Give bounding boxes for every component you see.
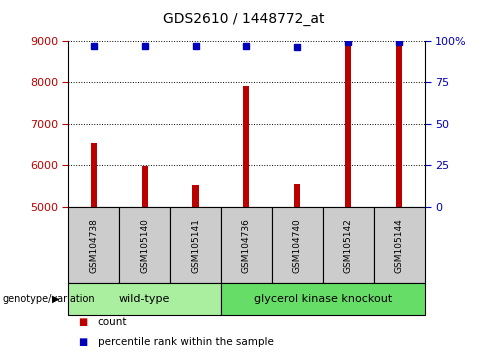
Bar — [396, 45, 402, 207]
Text: glycerol kinase knockout: glycerol kinase knockout — [254, 294, 392, 304]
Text: GSM105140: GSM105140 — [140, 218, 149, 273]
Text: GSM104738: GSM104738 — [89, 218, 98, 273]
Bar — [68, 207, 119, 283]
Bar — [294, 184, 301, 207]
Text: count: count — [98, 317, 127, 327]
Bar — [345, 45, 351, 207]
Text: wild-type: wild-type — [119, 294, 170, 304]
Text: GSM105141: GSM105141 — [191, 218, 200, 273]
Text: GSM104740: GSM104740 — [293, 218, 302, 273]
Bar — [91, 143, 97, 207]
Bar — [192, 185, 199, 207]
Text: GDS2610 / 1448772_at: GDS2610 / 1448772_at — [163, 12, 325, 27]
Bar — [68, 283, 221, 315]
Text: ▶: ▶ — [52, 294, 60, 304]
Bar — [272, 207, 323, 283]
Text: percentile rank within the sample: percentile rank within the sample — [98, 337, 273, 347]
Text: ■: ■ — [78, 337, 87, 347]
Text: genotype/variation: genotype/variation — [2, 294, 95, 304]
Text: GSM105144: GSM105144 — [395, 218, 404, 273]
Bar — [221, 207, 272, 283]
Bar — [374, 207, 425, 283]
Bar — [244, 86, 249, 207]
Bar — [221, 283, 425, 315]
Bar — [323, 207, 374, 283]
Bar — [170, 207, 221, 283]
Bar — [142, 166, 148, 207]
Text: GSM105142: GSM105142 — [344, 218, 353, 273]
Bar — [119, 207, 170, 283]
Text: GSM104736: GSM104736 — [242, 218, 251, 273]
Text: ■: ■ — [78, 317, 87, 327]
